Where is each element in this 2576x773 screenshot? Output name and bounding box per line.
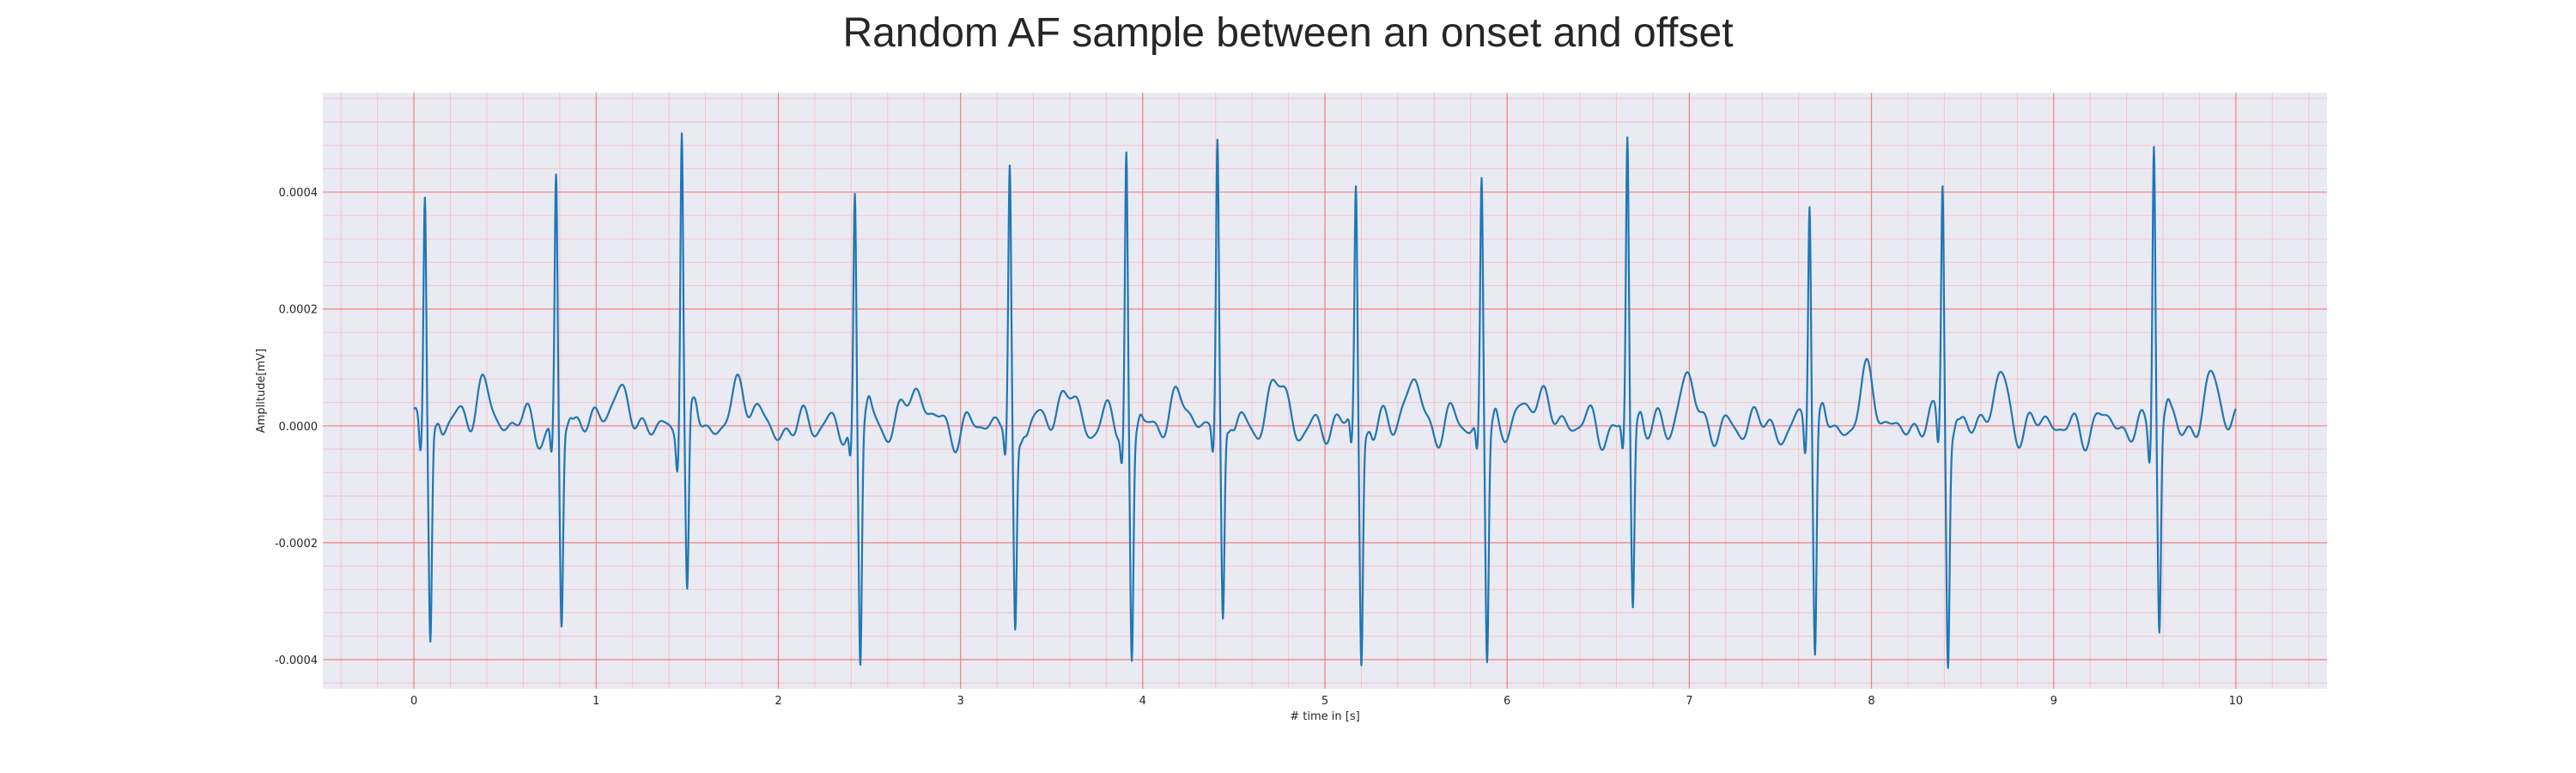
y-tick-label: 0.0004: [279, 187, 319, 200]
y-tick-label: 0.0002: [279, 304, 319, 317]
y-axis-label: Amplitude[mV]: [255, 349, 268, 433]
y-axis-ticks: -0.0004 -0.0002 0.0000 0.0002 0.0004: [275, 187, 318, 667]
x-tick-label: 7: [1686, 695, 1692, 708]
chart-title: Random AF sample between an onset and of…: [842, 10, 1734, 56]
x-axis-ticks: 0 1 2 3 4 5 6 7 8 9 10: [410, 695, 2243, 708]
x-tick-label: 5: [1321, 695, 1328, 708]
x-tick-label: 2: [775, 695, 781, 708]
x-tick-label: 9: [2050, 695, 2057, 708]
x-tick-label: 4: [1139, 695, 1146, 708]
y-tick-label: -0.0002: [275, 538, 318, 551]
ecg-signal-line: [413, 132, 2237, 669]
x-axis-label: # time in [s]: [1290, 710, 1359, 723]
x-tick-label: 10: [2229, 695, 2244, 708]
x-tick-label: 1: [592, 695, 599, 708]
x-tick-label: 0: [410, 695, 417, 708]
x-tick-label: 8: [1868, 695, 1874, 708]
x-tick-label: 6: [1504, 695, 1510, 708]
x-tick-label: 3: [957, 695, 963, 708]
y-tick-label: 0.0000: [279, 421, 319, 434]
y-tick-label: -0.0004: [275, 654, 318, 667]
